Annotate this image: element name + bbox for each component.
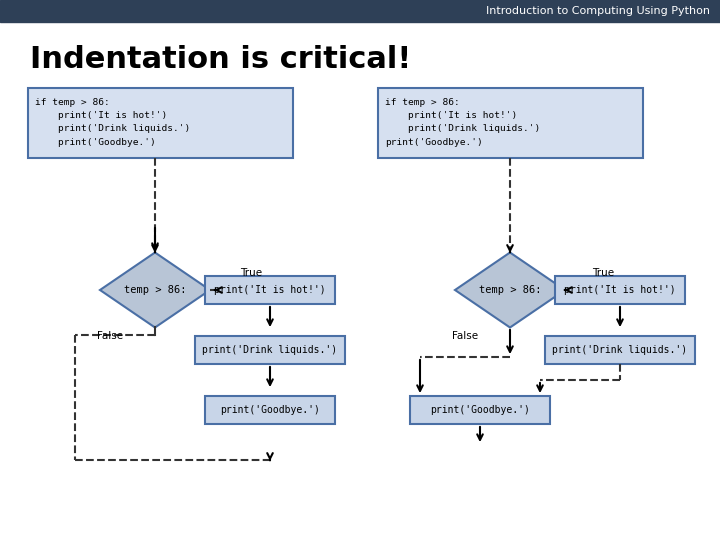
Text: False: False xyxy=(97,331,123,341)
FancyBboxPatch shape xyxy=(410,396,550,424)
Text: if temp > 86:
    print('It is hot!')
    print('Drink liquids.')
print('Goodbye: if temp > 86: print('It is hot!') print(… xyxy=(385,98,540,146)
Text: print('Drink liquids.'): print('Drink liquids.') xyxy=(202,345,338,355)
Text: print('It is hot!'): print('It is hot!') xyxy=(214,285,326,295)
FancyBboxPatch shape xyxy=(195,336,345,364)
FancyBboxPatch shape xyxy=(545,336,695,364)
Text: temp > 86:: temp > 86: xyxy=(124,285,186,295)
Text: True: True xyxy=(592,268,614,278)
FancyBboxPatch shape xyxy=(28,88,293,158)
Text: print('It is hot!'): print('It is hot!') xyxy=(564,285,676,295)
Text: True: True xyxy=(240,268,262,278)
FancyBboxPatch shape xyxy=(205,396,335,424)
FancyBboxPatch shape xyxy=(205,276,335,304)
Text: Indentation is critical!: Indentation is critical! xyxy=(30,45,411,75)
FancyBboxPatch shape xyxy=(555,276,685,304)
Text: False: False xyxy=(452,331,478,341)
Text: temp > 86:: temp > 86: xyxy=(479,285,541,295)
Bar xyxy=(0,0,720,22)
Polygon shape xyxy=(100,253,210,327)
Text: print('Drink liquids.'): print('Drink liquids.') xyxy=(552,345,688,355)
Text: Introduction to Computing Using Python: Introduction to Computing Using Python xyxy=(486,6,710,16)
Polygon shape xyxy=(455,253,565,327)
FancyBboxPatch shape xyxy=(378,88,643,158)
Text: if temp > 86:
    print('It is hot!')
    print('Drink liquids.')
    print('Goo: if temp > 86: print('It is hot!') print(… xyxy=(35,98,190,146)
Text: print('Goodbye.'): print('Goodbye.') xyxy=(220,405,320,415)
Text: print('Goodbye.'): print('Goodbye.') xyxy=(430,405,530,415)
